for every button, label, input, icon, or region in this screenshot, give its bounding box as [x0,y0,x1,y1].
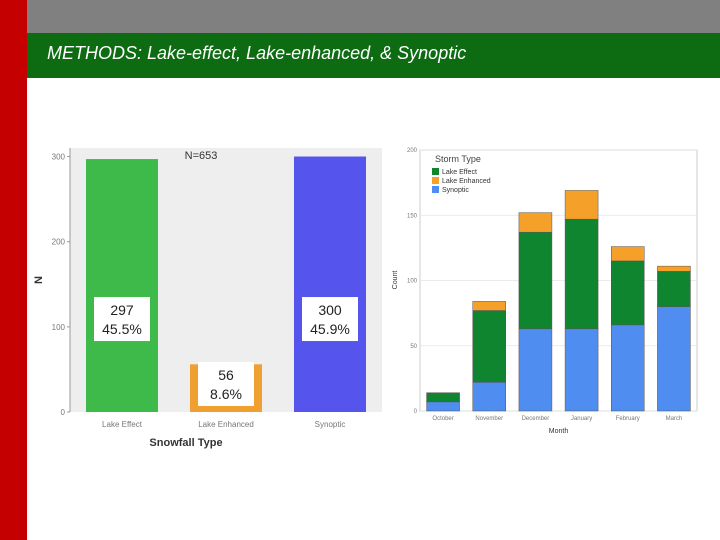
stacked-bar-segment [518,328,553,412]
stacked-bar-segment [611,260,645,326]
y-tick-label: 100 [52,323,66,332]
y-axis-title: N [33,276,45,284]
annotation-box [302,297,358,342]
legend-title: Storm Type [435,154,481,164]
annotation-percent: 45.9% [310,321,350,337]
title-band: METHODS: Lake-effect, Lake-enhanced, & S… [27,33,720,78]
x-tick-label: Lake Effect [102,420,143,429]
stacked-bar-segment [518,231,553,330]
x-tick-label: Lake Enhanced [198,420,254,429]
x-tick-label: February [616,416,640,422]
y-tick-label: 100 [407,279,418,285]
x-tick-label: January [571,416,592,422]
legend-label: Lake Enhanced [442,178,491,185]
annotation-count: 56 [218,367,234,383]
bar [294,156,366,412]
legend-swatch [432,177,439,184]
x-axis-title: Snowfall Type [149,437,222,449]
stacked-bar-segment [657,306,691,412]
x-tick-label: Synoptic [315,420,346,429]
y-tick-label: 150 [407,213,418,219]
stacked-bar-segment [564,218,599,330]
stacked-bar-segment [611,246,645,262]
stacked-bar-segment [518,212,553,233]
y-tick-label: 200 [407,148,418,154]
stacked-bar-segment [426,401,460,412]
legend-swatch [432,168,439,175]
stacked-bar-segment [472,382,506,412]
stacked-bar-segment [564,190,599,220]
stacked-bar-segment [426,392,460,403]
stacked-bar-segment [472,310,506,383]
bar [86,159,158,412]
storm-type-by-month-chart: 0 50 100 150 200 October November December Janua… [392,148,698,435]
top-gray-band [27,0,720,33]
y-axis-title: Count [392,271,399,290]
annotation-box [94,297,150,342]
stacked-bar-segment [657,265,691,272]
slide-title: METHODS: Lake-effect, Lake-enhanced, & S… [47,43,467,63]
x-tick-label: November [475,416,503,422]
annotation-percent: 45.5% [102,321,142,337]
y-tick-label: 200 [52,238,66,247]
x-axis-title: Month [549,428,569,435]
chart-title: N=653 [185,150,218,162]
x-tick-label: March [666,416,683,422]
stacked-bar-segment [657,271,691,307]
y-tick-label: 300 [52,153,66,162]
annotation-count: 300 [318,302,342,318]
legend-label: Synoptic [442,187,469,194]
legend-label: Lake Effect [442,169,477,176]
annotation-box [198,362,254,406]
legend-swatch [432,186,439,193]
stacked-bar-segment [564,328,599,412]
y-tick-label: 0 [414,409,418,415]
y-tick-label: 0 [61,408,66,417]
snowfall-type-bar-chart: 0 100 200 300 Lake Effect 297 45.5% Lake Enhanc… [33,148,382,449]
y-tick-label: 50 [410,344,417,350]
annotation-count: 297 [110,302,134,318]
annotation-percent: 8.6% [210,386,242,402]
stacked-bar-segment [472,301,506,311]
x-tick-label: October [432,416,453,422]
x-tick-label: December [522,416,550,422]
stacked-bar-segment [611,324,645,412]
red-side-strip [0,0,27,540]
